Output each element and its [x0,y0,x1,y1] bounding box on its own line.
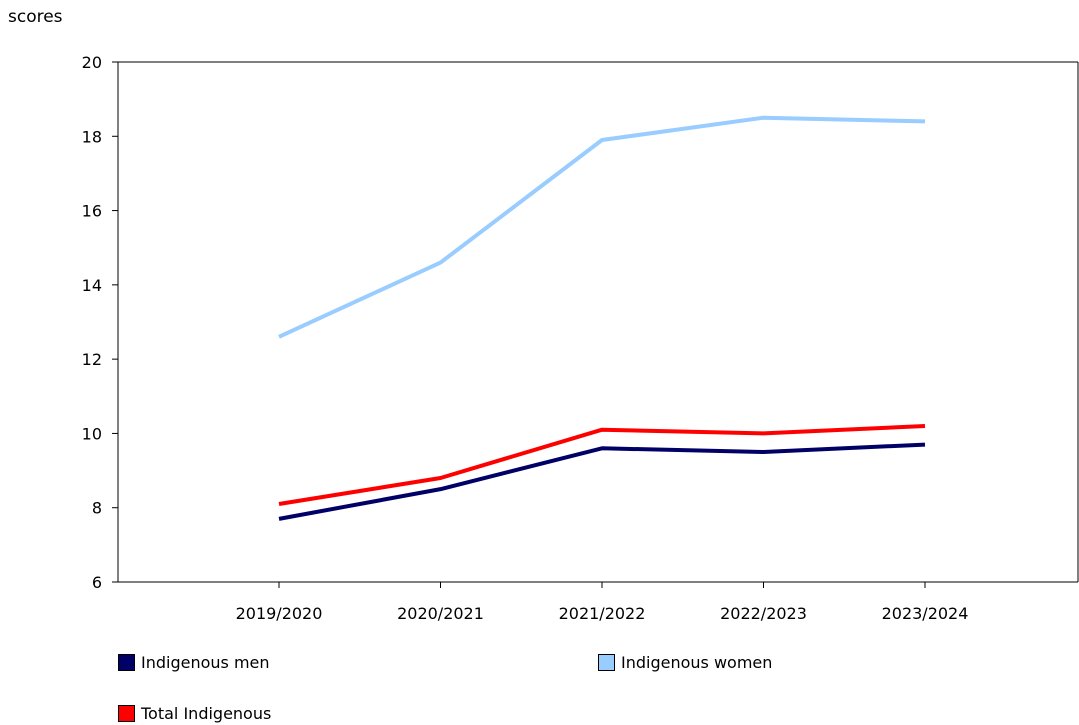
y-tick-label: 6 [92,573,102,592]
x-tick-label: 2021/2022 [559,604,646,623]
y-axis-label: scores [8,7,63,27]
series-line-indigenous-women [278,115,926,339]
y-tick-label: 20 [82,53,102,72]
y-tick-label: 18 [82,127,102,146]
x-tick-label: 2022/2023 [720,604,807,623]
series-line-total-indigenous [278,424,926,506]
x-tick-label: 2023/2024 [882,604,969,623]
series-line-indigenous-men [278,442,926,521]
x-tick-label: 2019/2020 [236,604,323,623]
y-tick-label: 14 [82,276,102,295]
axes: 6 8 10 12 14 16 18 20 2019/2020 2020/2021 2021/202… [82,53,1079,623]
y-tick-label: 16 [82,202,102,221]
y-tick-label: 10 [82,424,102,443]
x-tick-label: 2020/2021 [397,604,484,623]
y-tick-label: 8 [92,499,102,518]
y-tick-label: 12 [82,350,102,369]
series-lines [278,115,926,521]
